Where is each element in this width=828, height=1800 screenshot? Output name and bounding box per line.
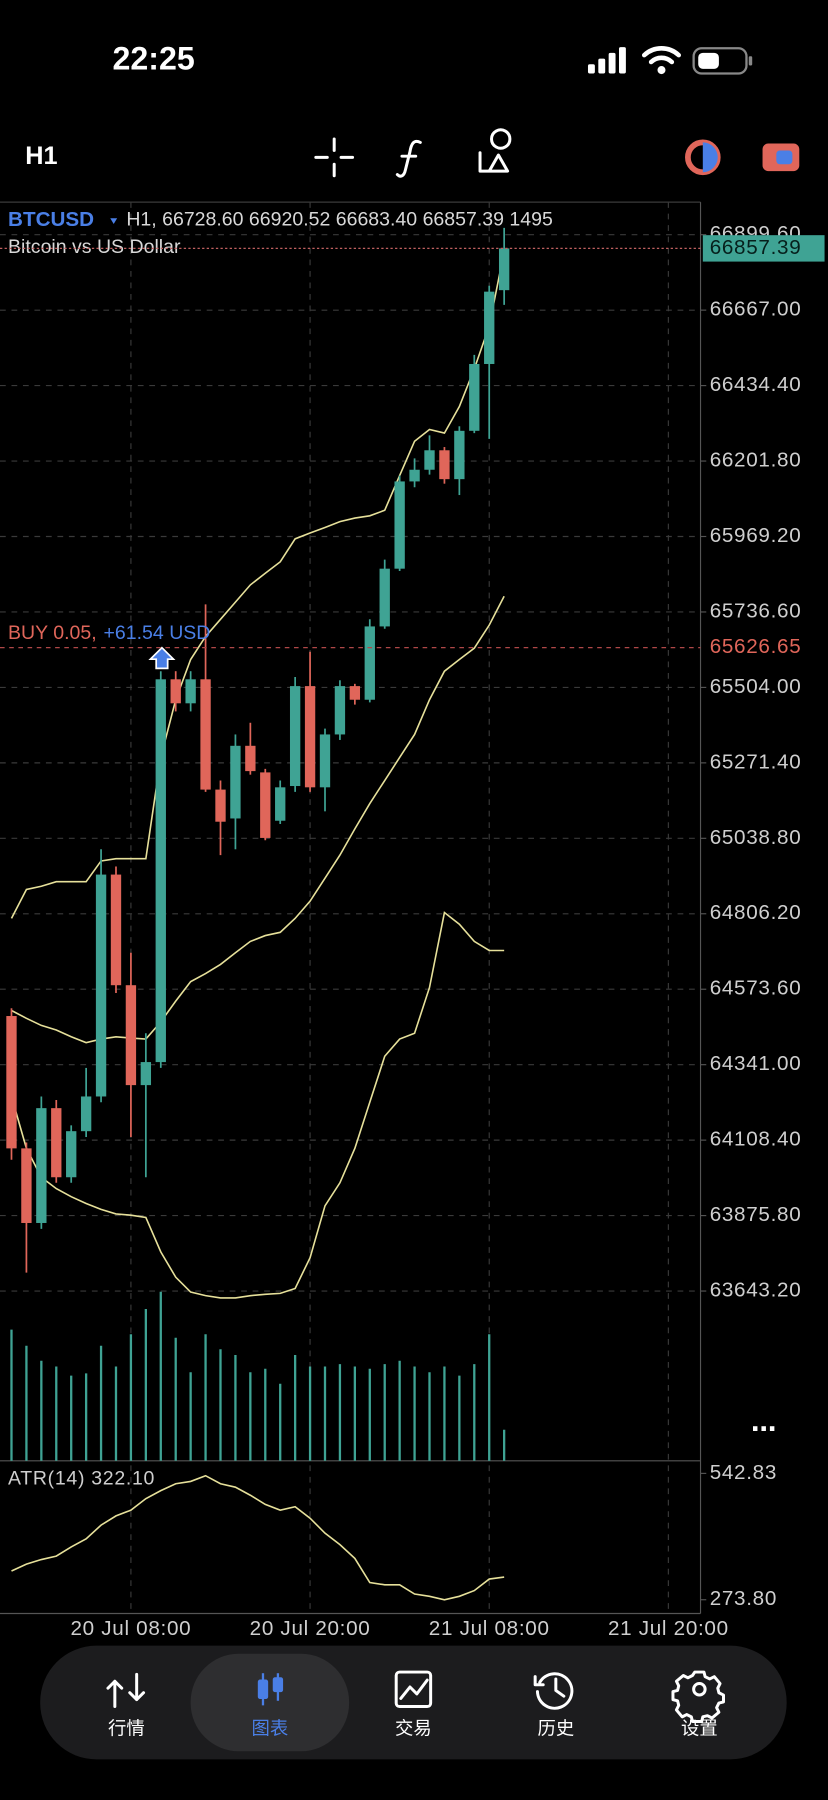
y-tick-label: 65969.20: [710, 524, 802, 547]
candle-body: [394, 481, 405, 569]
y-tick-label: 65271.40: [710, 750, 802, 773]
symbol-description: Bitcoin vs US Dollar: [8, 236, 181, 258]
indicator-button[interactable]: [395, 139, 422, 178]
window-button[interactable]: [762, 143, 800, 172]
buy-arrow[interactable]: [148, 646, 176, 670]
status-time: 22:25: [113, 40, 195, 76]
last-price-box: [702, 235, 825, 262]
candle-body: [304, 686, 316, 788]
objects-button[interactable]: [478, 128, 512, 173]
candle-body: [379, 568, 390, 627]
candle-body: [484, 291, 495, 364]
candle-body: [319, 734, 331, 788]
trade-label: BUY 0.05, +61.54 USD: [8, 622, 210, 644]
candle-body: [289, 686, 301, 787]
candle-body: [170, 679, 181, 704]
symbol[interactable]: BTCUSD: [8, 208, 94, 231]
candle-body: [155, 679, 166, 1063]
tab-label[interactable]: 交易: [395, 1717, 432, 1738]
atr-label: ATR(14) 322.10: [8, 1467, 155, 1489]
candle-body: [80, 1096, 92, 1132]
candle-body: [424, 450, 435, 470]
y-tick-label: 63643.20: [710, 1278, 802, 1301]
x-tick-label: 21 Jul 08:00: [429, 1617, 550, 1640]
candle-body: [439, 450, 450, 480]
y-tick-label: 64341.00: [710, 1052, 802, 1075]
atr-tick-label: 273.80: [710, 1587, 777, 1610]
candle-body: [275, 787, 286, 821]
candle-body: [6, 1016, 17, 1149]
last-price-label: 66857.39: [710, 236, 802, 259]
candle-body: [125, 985, 137, 1086]
trade-profit: +61.54 USD: [104, 622, 211, 644]
candle-body: [110, 874, 122, 986]
tab-icon-chart[interactable]: [257, 1673, 284, 1706]
candle-body: [36, 1108, 47, 1223]
symbol-dropdown[interactable]: [110, 218, 118, 224]
y-tick-label: 65038.80: [710, 826, 802, 849]
candle-body: [498, 248, 510, 291]
tab-icon-quotes[interactable]: [106, 1672, 146, 1709]
crosshair-button[interactable]: [314, 137, 355, 178]
candle-body: [51, 1108, 62, 1178]
x-tick-label: 20 Jul 20:00: [250, 1617, 371, 1640]
candle-body: [245, 745, 256, 772]
candle-body: [260, 772, 271, 838]
y-tick-label: 65504.00: [710, 675, 802, 698]
candle-body: [95, 874, 107, 1097]
y-tick-label: 66667.00: [710, 298, 802, 321]
y-tick-label: 64806.20: [710, 901, 802, 924]
status-icons: [587, 46, 753, 75]
tab-bar: [40, 1645, 787, 1760]
y-tick-label: 65736.60: [710, 599, 802, 622]
more-button[interactable]: ⋯: [751, 1416, 776, 1444]
candle-body: [454, 430, 465, 480]
y-tick-label: 64108.40: [710, 1128, 802, 1151]
candle-body: [140, 1062, 152, 1086]
x-tick-label: 21 Jul 20:00: [608, 1617, 729, 1640]
candle-body: [230, 745, 241, 819]
y-tick-label: 63875.80: [710, 1203, 802, 1226]
y-tick-label: 66201.80: [710, 449, 802, 472]
trade-side: BUY 0.05,: [8, 622, 97, 644]
candle-body: [409, 469, 420, 482]
timeframe-button[interactable]: H1: [25, 142, 57, 170]
candle-body: [349, 686, 361, 700]
trade-mode-button[interactable]: [685, 139, 721, 176]
candle-body: [200, 679, 211, 790]
x-tick-label: 20 Jul 08:00: [71, 1617, 192, 1640]
band-lower: [10, 911, 505, 1299]
tab-label[interactable]: 设置: [681, 1717, 718, 1738]
candle-body: [215, 789, 226, 822]
candle-body: [21, 1148, 32, 1223]
tab-icon-settings[interactable]: [671, 1670, 725, 1723]
candle-body: [364, 626, 375, 700]
trade-price-label: 65626.65: [710, 635, 802, 658]
tab-icon-trade[interactable]: [394, 1670, 433, 1709]
candle-body: [334, 686, 346, 735]
candle-body: [66, 1131, 77, 1178]
tab-active-bg: [190, 1653, 350, 1752]
tab-label[interactable]: 图表: [252, 1717, 289, 1738]
candle-body: [469, 363, 480, 431]
tab-icon-history[interactable]: [533, 1672, 574, 1710]
tab-label[interactable]: 历史: [537, 1717, 574, 1738]
atr-line: [11, 1474, 505, 1601]
candle-body: [185, 679, 196, 704]
y-tick-label: 64573.60: [710, 977, 802, 1000]
y-tick-label: 66434.40: [710, 373, 802, 396]
atr-tick-label: 542.83: [710, 1461, 777, 1484]
band-upper: [10, 251, 505, 919]
band-middle: [11, 595, 505, 1044]
plot-area: [6, 227, 510, 1601]
ohlc-info: H1, 66728.60 66920.52 66683.40 66857.39 …: [126, 209, 553, 231]
tab-label[interactable]: 行情: [108, 1717, 145, 1738]
